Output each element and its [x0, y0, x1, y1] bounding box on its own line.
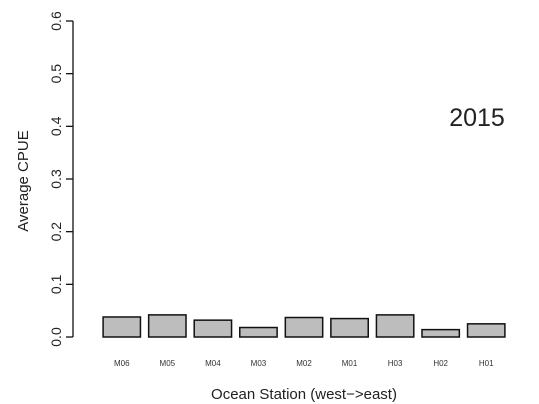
- y-tick-label: 0.4: [48, 116, 64, 136]
- bar-m01: [331, 319, 368, 337]
- bar-h02: [422, 330, 459, 337]
- x-category-label: H02: [433, 359, 448, 368]
- y-tick-label: 0.1: [48, 274, 64, 294]
- bar-h01: [468, 324, 505, 337]
- x-category-label: M01: [342, 359, 358, 368]
- x-category-label: M05: [160, 359, 176, 368]
- x-category-label: M06: [114, 359, 130, 368]
- year-annotation: 2015: [449, 104, 505, 132]
- x-category-label: M04: [205, 359, 221, 368]
- x-category-label: M03: [251, 359, 267, 368]
- bar-m02: [285, 318, 322, 337]
- x-category-label: M02: [296, 359, 312, 368]
- x-axis-label: Ocean Station (west−>east): [211, 386, 397, 403]
- bar-m06: [103, 317, 140, 337]
- y-tick-label: 0.6: [48, 11, 64, 31]
- bar-h03: [376, 315, 413, 337]
- y-tick-label: 0.0: [48, 327, 64, 347]
- y-tick-label: 0.5: [48, 64, 64, 84]
- y-ticks: 0.0 0.1 0.2 0.3 0.4 0.5 0.6: [48, 11, 73, 347]
- x-category-label: H03: [388, 359, 403, 368]
- bar-m04: [194, 320, 231, 337]
- x-category-labels: M06 M05 M04 M03 M02 M01 H03 H02 H01: [114, 359, 494, 368]
- bar-m03: [240, 328, 277, 337]
- bar-m05: [149, 315, 186, 337]
- y-tick-label: 0.3: [48, 169, 64, 189]
- y-axis-label: Average CPUE: [15, 130, 32, 231]
- y-tick-label: 0.2: [48, 222, 64, 242]
- x-category-label: H01: [479, 359, 494, 368]
- bars: [103, 315, 505, 337]
